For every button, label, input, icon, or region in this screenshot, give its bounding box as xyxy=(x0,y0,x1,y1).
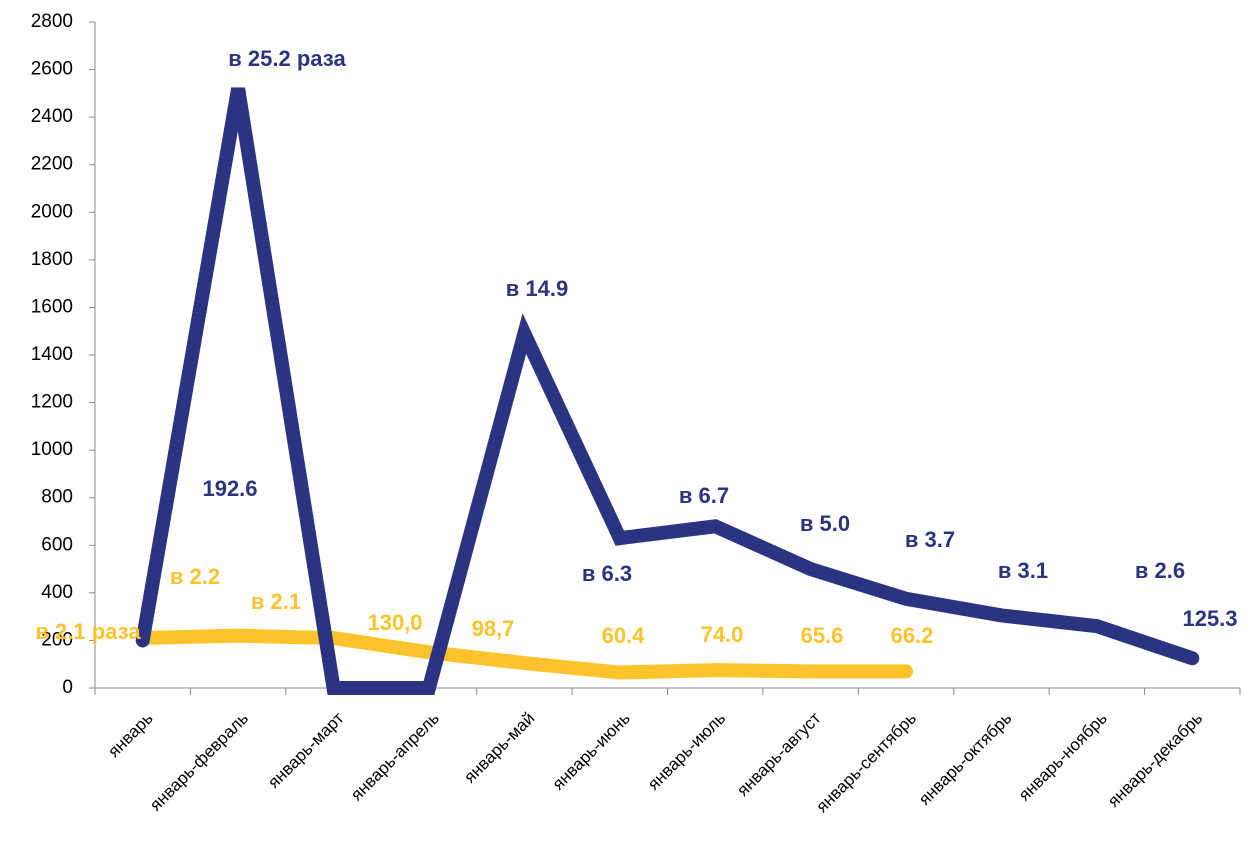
y-tick-label: 2600 xyxy=(31,59,73,80)
y-tick-label: 1000 xyxy=(31,439,73,460)
data-annotation: 74.0 xyxy=(701,622,744,647)
y-tick-label: 800 xyxy=(41,487,73,508)
x-tick-label: январь-апрель xyxy=(347,708,443,804)
data-annotation: в 6.7 xyxy=(679,483,729,508)
y-tick-label: 2400 xyxy=(31,106,73,127)
x-tick-label: январь-июнь xyxy=(549,708,634,793)
y-tick-label: 1400 xyxy=(31,344,73,365)
data-annotation: в 2.1 раза xyxy=(35,619,141,644)
series-line xyxy=(135,628,914,680)
data-annotation: в 25.2 раза xyxy=(228,46,346,71)
data-annotation: в 2.6 xyxy=(1135,558,1185,583)
data-annotation: 66.2 xyxy=(891,623,934,648)
data-annotation: в 2.2 xyxy=(170,564,220,589)
x-tick-label: январь-декабрь xyxy=(1104,708,1206,810)
y-tick-label: 200 xyxy=(41,629,73,650)
y-tick-label: 600 xyxy=(41,534,73,555)
data-annotation: в 5.0 xyxy=(800,511,850,536)
data-annotation: 192.6 xyxy=(202,476,257,501)
y-tick-label: 2800 xyxy=(31,11,73,32)
x-tick-label: январь-март xyxy=(264,708,347,791)
x-tick-label: январь-май xyxy=(460,709,538,787)
data-annotation: в 14.9 xyxy=(506,276,568,301)
x-tick-label: январь-октябрь xyxy=(915,708,1015,808)
y-tick-label: 1600 xyxy=(31,296,73,317)
y-tick-label: 2000 xyxy=(31,201,73,222)
y-tick-label: 1800 xyxy=(31,249,73,270)
data-annotation: в 2.1 xyxy=(251,589,301,614)
data-annotation: в 3.1 xyxy=(998,558,1048,583)
series-line xyxy=(135,87,1200,695)
x-tick-label: январь xyxy=(104,708,157,761)
x-tick-label: январь-июль xyxy=(644,708,729,793)
x-tick-label: январь-август xyxy=(733,708,824,799)
data-annotation: 125.3 xyxy=(1182,606,1237,631)
y-tick-label: 1200 xyxy=(31,392,73,413)
y-tick-label: 2200 xyxy=(31,154,73,175)
data-annotation: 60.4 xyxy=(602,623,646,648)
data-annotation: в 3.7 xyxy=(905,527,955,552)
x-tick-label: январь-февраль xyxy=(146,708,252,814)
y-tick-label: 0 xyxy=(62,677,73,698)
data-annotation: 98,7 xyxy=(472,616,515,641)
x-tick-label: январь-сентябрь xyxy=(812,708,920,816)
data-annotation: в 6.3 xyxy=(582,561,632,586)
data-annotation: 65.6 xyxy=(801,623,844,648)
data-annotation: 130,0 xyxy=(367,610,422,635)
y-tick-label: 400 xyxy=(41,582,73,603)
x-tick-label: январь-ноябрь xyxy=(1015,708,1111,804)
